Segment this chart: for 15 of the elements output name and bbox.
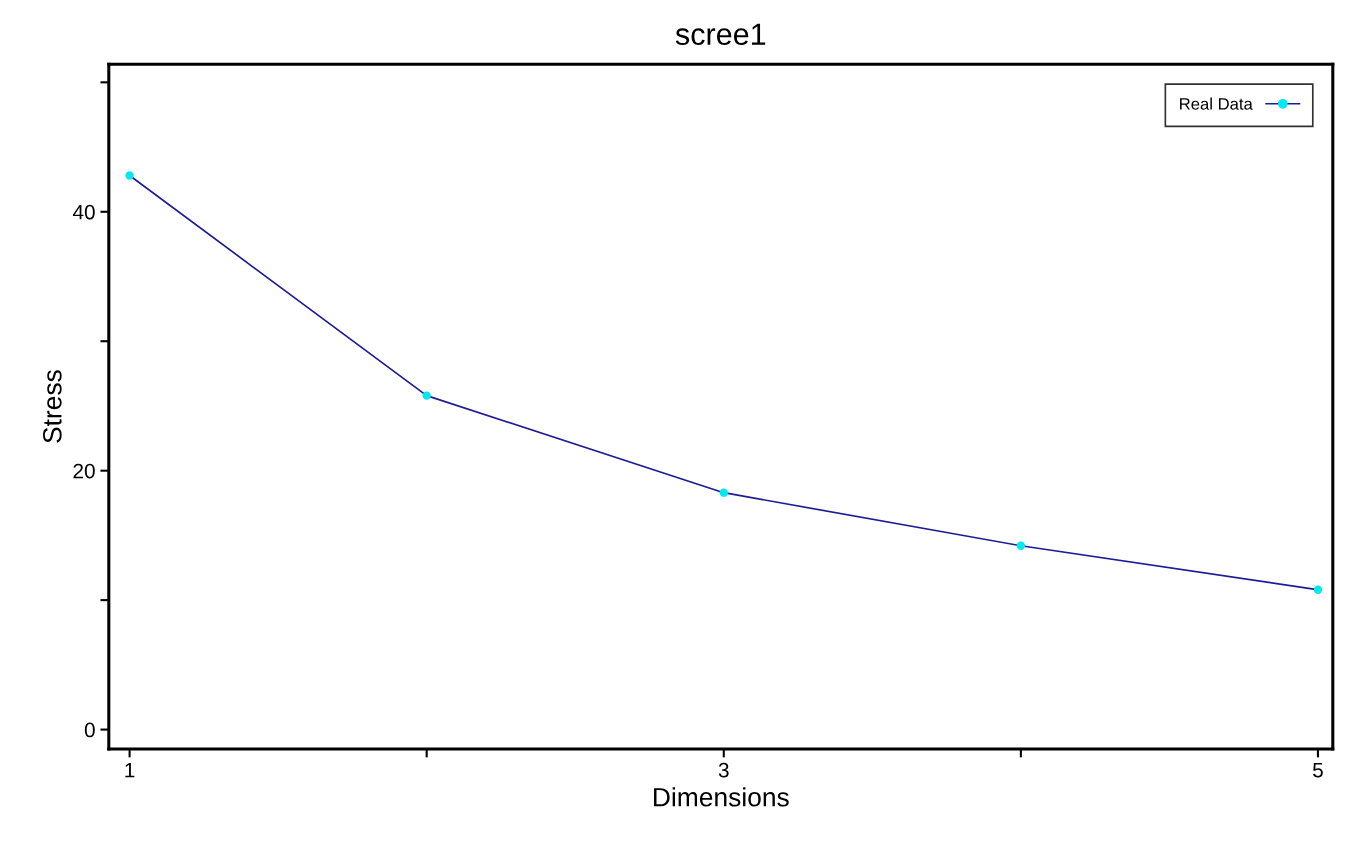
point	[422, 391, 431, 400]
y-tick-label: 0	[84, 722, 95, 738]
point	[719, 488, 728, 497]
point	[1313, 585, 1323, 594]
y-tick-label: 40	[72, 204, 95, 220]
x-tick-label: 1	[125, 762, 135, 778]
point	[1016, 541, 1026, 550]
legend-label: Real Data	[1180, 97, 1253, 110]
y-axis-title: Stress	[42, 370, 62, 443]
x-tick-label: 3	[718, 762, 729, 778]
x-tick-label: 5	[1312, 762, 1323, 778]
chart-title: scree1	[675, 23, 766, 46]
x-axis-title: Dimensions	[654, 787, 789, 807]
point	[125, 171, 134, 180]
y-tick-label: 20	[73, 463, 95, 479]
